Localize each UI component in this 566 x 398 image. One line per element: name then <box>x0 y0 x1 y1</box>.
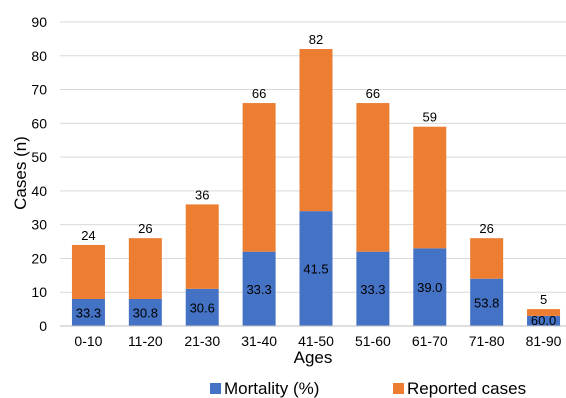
y-tick-label: 90 <box>31 14 47 30</box>
bar-segment <box>299 49 333 212</box>
bar-segment <box>356 103 390 252</box>
x-tick-label: 0-10 <box>74 333 102 349</box>
y-tick-label: 30 <box>31 217 47 233</box>
y-tick-label: 70 <box>31 82 47 98</box>
bar-segment <box>185 204 219 289</box>
bar-segment <box>71 298 105 326</box>
legend-entry: Reported cases <box>407 379 526 398</box>
total-label: 66 <box>252 86 266 101</box>
bar-segment <box>470 238 504 279</box>
total-label: 24 <box>81 228 95 243</box>
legend: Mortality (%) Reported cases <box>210 379 526 398</box>
legend-swatch <box>393 383 404 394</box>
bar-segment <box>413 126 447 249</box>
bar-segment <box>128 298 162 326</box>
x-axis-ticks: 0-10 11-20 21-30 31-40 41-50 51-60 61-70 71-80 8… <box>74 333 561 349</box>
bar-segment <box>299 211 333 326</box>
x-tick-label: 51-60 <box>355 333 391 349</box>
y-tick-label: 20 <box>31 250 47 266</box>
bar-segment <box>185 288 219 326</box>
bar-segment <box>527 309 561 316</box>
x-tick-label: 61-70 <box>412 333 448 349</box>
total-label: 26 <box>138 221 152 236</box>
x-tick-label: 41-50 <box>298 333 334 349</box>
total-label: 66 <box>366 86 380 101</box>
y-tick-label: 60 <box>31 115 47 131</box>
y-tick-label: 80 <box>31 48 47 64</box>
bar-segment <box>71 244 105 299</box>
y-tick-label: 10 <box>31 284 47 300</box>
bar-segment <box>128 238 162 299</box>
data-label: 41.5 <box>303 262 328 277</box>
bar-segment <box>242 251 276 326</box>
y-tick-label: 50 <box>31 149 47 165</box>
total-label: 36 <box>195 187 209 202</box>
data-label: 53.8 <box>474 295 499 310</box>
bar-segment <box>527 315 561 326</box>
data-label: 30.6 <box>190 300 215 315</box>
data-label: 39.0 <box>417 280 442 295</box>
total-label: 26 <box>479 221 493 236</box>
data-label: 33.3 <box>76 305 101 320</box>
x-tick-label: 81-90 <box>526 333 562 349</box>
total-label: 59 <box>423 110 437 125</box>
y-axis-ticks: 0 10 20 30 40 50 60 70 80 90 <box>31 14 47 334</box>
data-label: 30.8 <box>133 305 158 320</box>
x-axis-label: Ages <box>294 348 333 367</box>
bars <box>71 49 561 326</box>
total-label: 82 <box>309 32 323 47</box>
data-labels: 33.3 24 30.8 26 30.6 36 33.3 66 41.5 82 33.3 66 39.0… <box>76 32 556 328</box>
data-label: 33.3 <box>360 282 385 297</box>
bar-segment <box>470 278 504 326</box>
x-tick-label: 71-80 <box>469 333 505 349</box>
y-axis-label: Cases (n) <box>11 136 30 210</box>
data-label: 60.0 <box>531 313 556 328</box>
bar-segment <box>413 248 447 326</box>
x-tick-label: 31-40 <box>241 333 277 349</box>
y-tick-label: 0 <box>39 318 47 334</box>
total-label: 5 <box>540 292 547 307</box>
x-tick-label: 11-20 <box>128 333 163 349</box>
legend-entry: Mortality (%) <box>224 379 319 398</box>
y-tick-label: 40 <box>31 183 47 199</box>
data-label: 33.3 <box>246 282 271 297</box>
legend-swatch <box>210 383 221 394</box>
x-tick-label: 21-30 <box>184 333 220 349</box>
bar-segment <box>242 103 276 252</box>
bar-segment <box>356 251 390 326</box>
